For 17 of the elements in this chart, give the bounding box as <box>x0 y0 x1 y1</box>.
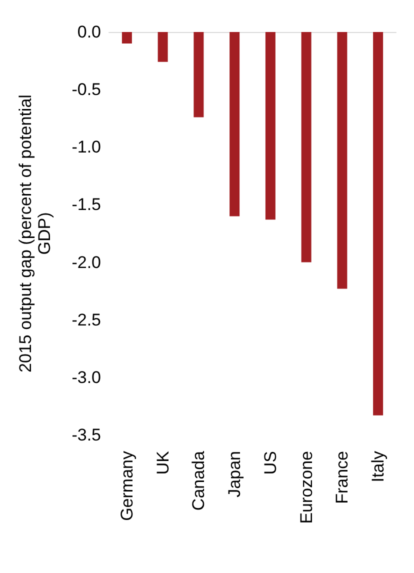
x-tick-label: UK <box>153 450 172 475</box>
x-tick-label: US <box>260 451 280 475</box>
y-tick-label: -1.0 <box>72 138 101 157</box>
x-tick-label: Italy <box>368 450 388 482</box>
y-axis-title: 2015 output gap (percent of potential GDP) <box>16 94 54 372</box>
y-tick-label: -3.0 <box>72 368 101 387</box>
y-tick-label: -1.5 <box>72 195 101 214</box>
x-tick-label: Canada <box>189 450 208 511</box>
x-tick-label: France <box>332 451 352 504</box>
x-tick-label: Germany <box>117 450 136 521</box>
y-tick-label: -2.5 <box>72 310 101 330</box>
x-tick-label: Japan <box>225 451 244 498</box>
y-tick-label: -3.5 <box>72 426 101 444</box>
y-tick-label: -2.0 <box>72 252 101 272</box>
x-tick-label: Eurozone <box>296 451 316 524</box>
y-tick-label: -0.5 <box>72 80 101 100</box>
y-tick-label: 0.0 <box>77 22 101 42</box>
